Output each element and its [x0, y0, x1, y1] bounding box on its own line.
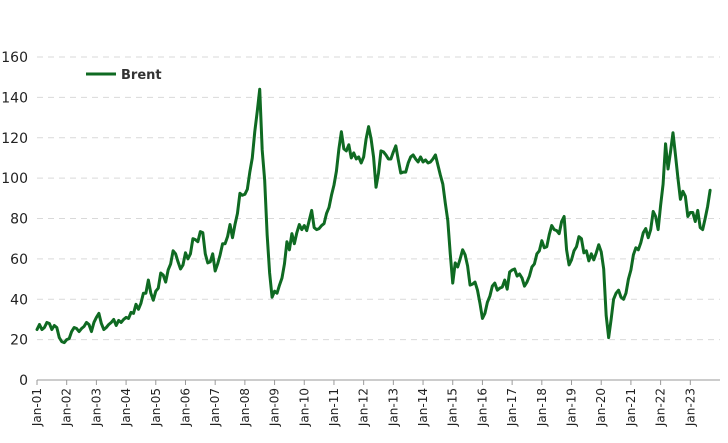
legend: Brent	[80, 60, 225, 88]
x-tick-label: Jan-18	[535, 388, 549, 427]
y-tick-label: 140	[1, 90, 28, 106]
y-tick-label: 100	[1, 171, 28, 187]
y-tick-label: 40	[10, 292, 28, 308]
x-axis: Jan-01 Jan-02 Jan-03 Jan-04 Jan-05 Jan-06 Jan-…	[30, 379, 720, 427]
x-tick-label: Jan-19	[565, 388, 579, 427]
x-tick-label: Jan-01	[30, 388, 44, 427]
x-tick-label: Jan-08	[238, 388, 252, 427]
x-tick-label: Jan-23	[683, 388, 697, 427]
y-tick-label: 120	[1, 131, 28, 147]
x-tick-label: Jan-22	[654, 388, 668, 427]
y-tick-label: 60	[10, 252, 28, 268]
x-tick-label: Jan-02	[60, 388, 74, 427]
x-tick-label: Jan-14	[416, 388, 430, 427]
series-line-brent	[35, 87, 712, 345]
x-tick-label: Jan-17	[505, 388, 519, 427]
x-tick-label: Jan-11	[327, 388, 341, 427]
legend-label-brent: Brent	[121, 68, 162, 83]
x-tick-label: Jan-21	[624, 388, 638, 427]
y-tick-label: 160	[1, 50, 28, 66]
x-tick-label: Jan-15	[446, 388, 460, 427]
x-tick-label: Jan-07	[208, 388, 222, 427]
x-tick-label: Jan-16	[475, 388, 489, 427]
series-layer	[35, 87, 712, 345]
x-tick-label: Jan-13	[386, 388, 400, 427]
x-tick-label: Jan-20	[594, 388, 608, 427]
y-tick-label: 80	[10, 212, 28, 228]
x-tick-label: Jan-12	[357, 388, 371, 427]
y-tick-label: 20	[10, 333, 28, 349]
x-tick-label: Jan-04	[119, 388, 133, 427]
y-axis: 0 20 40 60 80 100 120 140 160	[1, 50, 28, 389]
x-tick-label: Jan-06	[178, 388, 192, 427]
y-tick-label: 0	[19, 373, 28, 389]
x-tick-label: Jan-05	[149, 388, 163, 427]
x-tick-label: Jan-10	[297, 388, 311, 427]
x-tick-label: Jan-09	[268, 388, 282, 427]
x-tick-label: Jan-03	[89, 388, 103, 427]
